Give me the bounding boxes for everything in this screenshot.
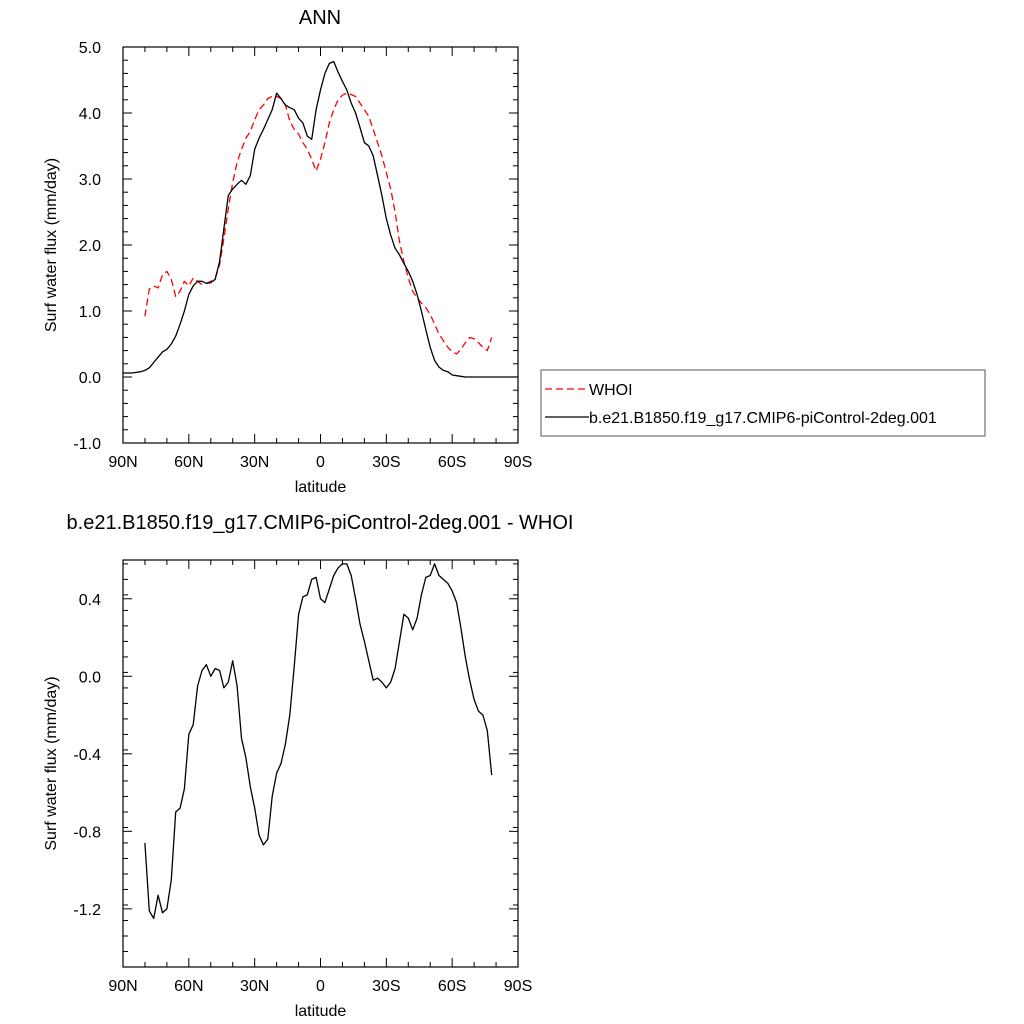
y-axis-title: Surf water flux (mm/day) [43,158,60,332]
legend-box [540,369,986,437]
plot-frame [122,559,519,968]
y-tick-label: 0.0 [79,669,101,686]
x-tick-label: 30N [240,454,269,471]
y-tick-label: -0.4 [73,747,101,764]
series-line-1 [144,563,493,920]
x-tick-label: 60S [438,978,466,995]
y-tick-label: 5.0 [79,40,101,57]
x-axis-title: latitude [295,1003,347,1020]
x-tick-label: 30S [372,454,400,471]
x-tick-label: 90N [108,978,137,995]
legend-label: b.e21.B1850.f19_g17.CMIP6-piControl-2deg… [589,410,937,427]
y-tick-label: 2.0 [79,238,101,255]
y-tick-label: -0.8 [73,824,101,841]
x-tick-label: 30N [240,978,269,995]
y-tick-label: 0.4 [79,592,101,609]
y-tick-label: 4.0 [79,106,101,123]
series-line-2 [123,60,518,378]
x-tick-label: 90S [504,978,532,995]
x-tick-label: 60N [174,454,203,471]
chart-title: b.e21.B1850.f19_g17.CMIP6-piControl-2deg… [67,512,574,534]
legend-label: WHOI [589,382,633,399]
series-line-1 [144,92,493,355]
y-tick-label: 3.0 [79,172,101,189]
y-tick-label: 1.0 [79,304,101,321]
chart-panel-2: b.e21.B1850.f19_g17.CMIP6-piControl-2deg… [43,512,573,1020]
x-tick-label: 90N [108,454,137,471]
y-axis-title: Surf water flux (mm/day) [43,676,60,850]
y-tick-label: -1.0 [73,436,101,453]
y-tick-label: -1.2 [73,902,101,919]
x-tick-label: 60S [438,454,466,471]
x-tick-label: 0 [316,978,325,995]
y-tick-label: 0.0 [79,370,101,387]
x-tick-label: 90S [504,454,532,471]
x-tick-label: 60N [174,978,203,995]
chart-panel-1: ANN 90N 60N 30N 0 30S 60S 90S 5.0 4.0 3.0 2.0 1.0 0.0… [43,7,986,496]
plot-frame [122,46,519,444]
chart-title: ANN [299,7,341,29]
legend: WHOI b.e21.B1850.f19_g17.CMIP6-piControl-… [540,369,986,437]
x-tick-label: 30S [372,978,400,995]
x-tick-label: 0 [316,454,325,471]
x-axis-title: latitude [295,479,347,496]
